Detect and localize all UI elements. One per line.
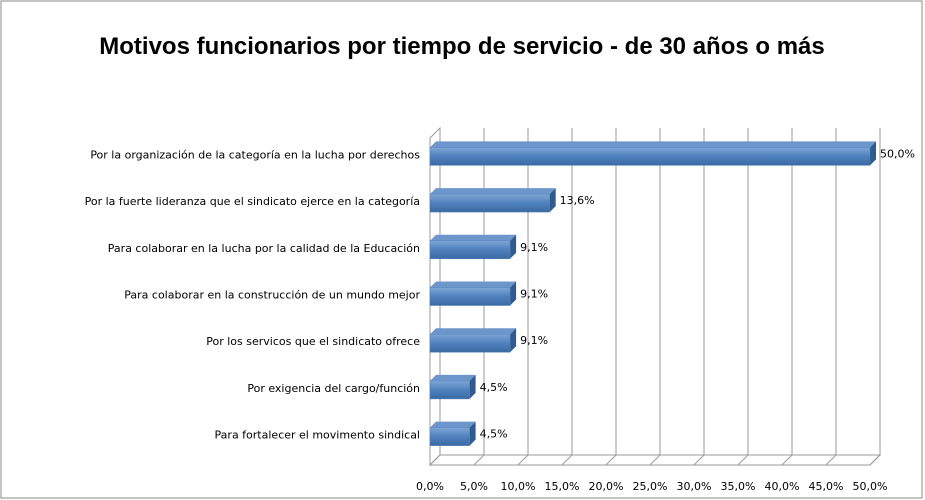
value-label: 9,1% bbox=[520, 241, 548, 254]
bar bbox=[429, 427, 470, 446]
bar bbox=[429, 147, 871, 166]
chart-title: Motivos funcionarios por tiempo de servi… bbox=[99, 33, 825, 60]
grid-depth bbox=[869, 454, 881, 466]
x-tick-label: 0,0% bbox=[416, 480, 444, 493]
grid-depth bbox=[561, 454, 573, 466]
x-tick-label: 25,0% bbox=[633, 480, 668, 493]
x-tick-label: 35,0% bbox=[721, 480, 756, 493]
y-tick-label: Por exigencia del cargo/función bbox=[247, 382, 420, 395]
x-tick-label: 40,0% bbox=[765, 480, 800, 493]
bar-side bbox=[549, 188, 556, 213]
bar-side bbox=[469, 374, 476, 399]
bar bbox=[429, 380, 470, 400]
bar-side bbox=[870, 141, 876, 166]
bar bbox=[429, 193, 550, 213]
bar bbox=[429, 240, 511, 260]
bar-top bbox=[430, 188, 556, 195]
bar-side bbox=[510, 234, 517, 259]
bar-top bbox=[430, 234, 517, 241]
y-tick-label: Para colaborar en la lucha por la calida… bbox=[108, 242, 420, 255]
bar bbox=[429, 287, 511, 306]
y-tick-label: Para fortalecer el movimento sindical bbox=[215, 429, 420, 442]
grid-depth bbox=[649, 454, 661, 466]
bar-top bbox=[430, 328, 517, 335]
grid-depth bbox=[473, 454, 485, 466]
x-tick-label: 20,0% bbox=[589, 480, 624, 493]
bar-side bbox=[510, 281, 517, 306]
y-tick-label: Para colaborar en la construcción de un … bbox=[124, 289, 420, 302]
bar-side bbox=[469, 421, 476, 446]
bar-top bbox=[430, 141, 876, 148]
grid-depth bbox=[781, 454, 793, 466]
grid-depth bbox=[605, 454, 617, 466]
x-tick-label: 15,0% bbox=[545, 480, 580, 493]
x-tick-label: 50,0% bbox=[853, 480, 888, 493]
x-tick-label: 30,0% bbox=[677, 480, 712, 493]
bar-top bbox=[430, 374, 476, 381]
y-tick-label: Por los servicos que el sindicato ofrece bbox=[206, 335, 420, 348]
grid-depth bbox=[693, 454, 705, 466]
bar-top bbox=[430, 421, 476, 428]
value-label: 9,1% bbox=[520, 288, 548, 301]
value-label: 4,5% bbox=[480, 428, 508, 441]
y-tick-label: Por la organización de la categoría en l… bbox=[90, 148, 420, 161]
value-label: 9,1% bbox=[520, 334, 548, 347]
grid-depth bbox=[737, 454, 749, 466]
x-tick-label: 45,0% bbox=[809, 480, 844, 493]
value-label: 4,5% bbox=[480, 381, 508, 394]
bar bbox=[429, 333, 511, 353]
x-tick-label: 5,0% bbox=[460, 480, 488, 493]
grid-depth bbox=[517, 454, 529, 466]
y-tick-label: Por la fuerte lideranza que el sindicato… bbox=[85, 195, 420, 208]
value-label: 13,6% bbox=[560, 194, 595, 207]
bar-side bbox=[510, 328, 517, 353]
value-label: 50,0% bbox=[880, 147, 915, 160]
grid-depth bbox=[825, 454, 837, 466]
grid-depth bbox=[429, 454, 441, 466]
bar-top bbox=[430, 281, 517, 288]
x-tick-label: 10,0% bbox=[501, 480, 536, 493]
